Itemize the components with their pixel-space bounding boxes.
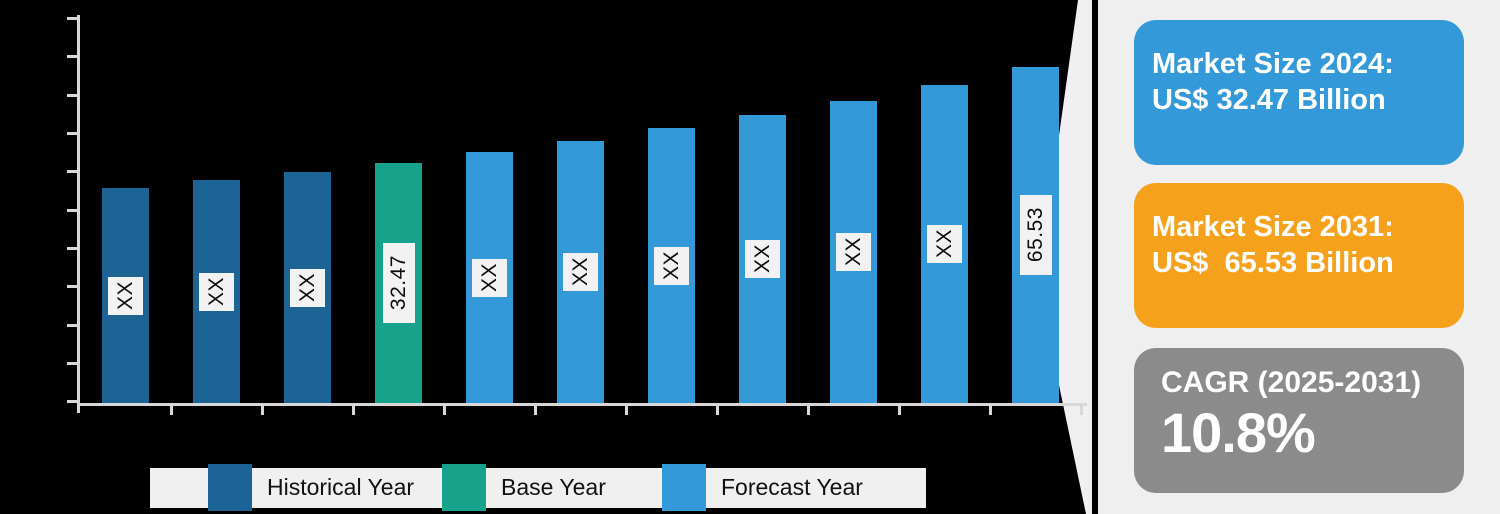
bar-value-label: XX [290,269,325,307]
bar-value-label: XX [472,259,507,297]
y-axis [77,15,80,413]
bar-value-label: XX [654,247,689,285]
x-tick [625,406,628,415]
x-tick [443,406,446,415]
cagr-title: CAGR (2025-2031) [1161,366,1422,399]
bar-value-text: 65.53 [1023,207,1047,263]
market-size-2024-card: Market Size 2024: US$ 32.47 Billion [1134,20,1464,165]
legend-item-historical: Historical Year [208,464,414,511]
bar-chart: XX XX XX 32.47 XX XX XX XX XX XX 65.53 [67,15,1087,415]
bar-value-label: 32.47 [382,243,415,323]
cagr-value: 10.8% [1161,401,1316,464]
bar-value-text: XX [113,281,137,311]
cagr-card: CAGR (2025-2031) 10.8% [1134,348,1464,493]
bar-value-text: XX [932,229,956,259]
y-tick [67,55,77,58]
bar-value-label: XX [836,233,871,271]
bar-value-text: XX [659,251,683,281]
market-size-2024-value: US$ 32.47 Billion [1152,84,1386,116]
x-tick [989,406,992,415]
market-size-2031-card: Market Size 2031: US$ 65.53 Billion [1134,183,1464,328]
legend-swatch-historical [208,464,252,511]
bar-value-text: 32.47 [386,255,410,311]
x-tick [170,406,173,415]
y-tick [67,94,77,97]
legend-label-base: Base Year [501,474,606,500]
y-tick [67,17,77,20]
legend-label-historical: Historical Year [267,474,415,500]
bar-value-text: XX [750,244,774,274]
x-tick [716,406,719,415]
bar-value-text: XX [568,257,592,287]
callout-wedge [1038,0,1092,514]
y-tick [67,324,77,327]
legend-swatch-forecast [662,464,706,511]
bar-value-label: XX [563,253,598,291]
legend-swatch-base [442,464,486,511]
bar-value-text: XX [477,263,501,293]
bar-value-text: XX [204,277,228,307]
y-tick [67,209,77,212]
market-size-2031-value: US$ 65.53 Billion [1152,247,1394,279]
x-tick [352,406,355,415]
legend-item-base: Base Year [442,464,606,511]
bar-value-label: XX [927,225,962,263]
y-tick [67,170,77,173]
y-tick [67,247,77,250]
x-tick [898,406,901,415]
y-tick [67,132,77,135]
x-tick [534,406,537,415]
market-size-2031-title: Market Size 2031: [1152,211,1394,243]
x-tick [807,406,810,415]
bar-value-text: XX [841,237,865,267]
bar-value-label: XX [745,240,780,278]
market-size-2024-title: Market Size 2024: [1152,48,1394,80]
x-tick [261,406,264,415]
legend: Historical Year Base Year Forecast Year [150,464,926,511]
stats-panel: Market Size 2024: US$ 32.47 Billion Mark… [1098,0,1500,514]
legend-label-forecast: Forecast Year [721,474,863,500]
y-tick [67,362,77,365]
y-tick [67,400,77,403]
x-tick [1080,406,1083,415]
bar-value-label: XX [199,273,234,311]
y-tick [67,285,77,288]
bar-value-text: XX [295,273,319,303]
legend-item-forecast: Forecast Year [662,464,863,511]
x-axis [77,403,1087,406]
bar-value-label: XX [108,277,143,315]
bar-value-label: 65.53 [1019,195,1052,275]
